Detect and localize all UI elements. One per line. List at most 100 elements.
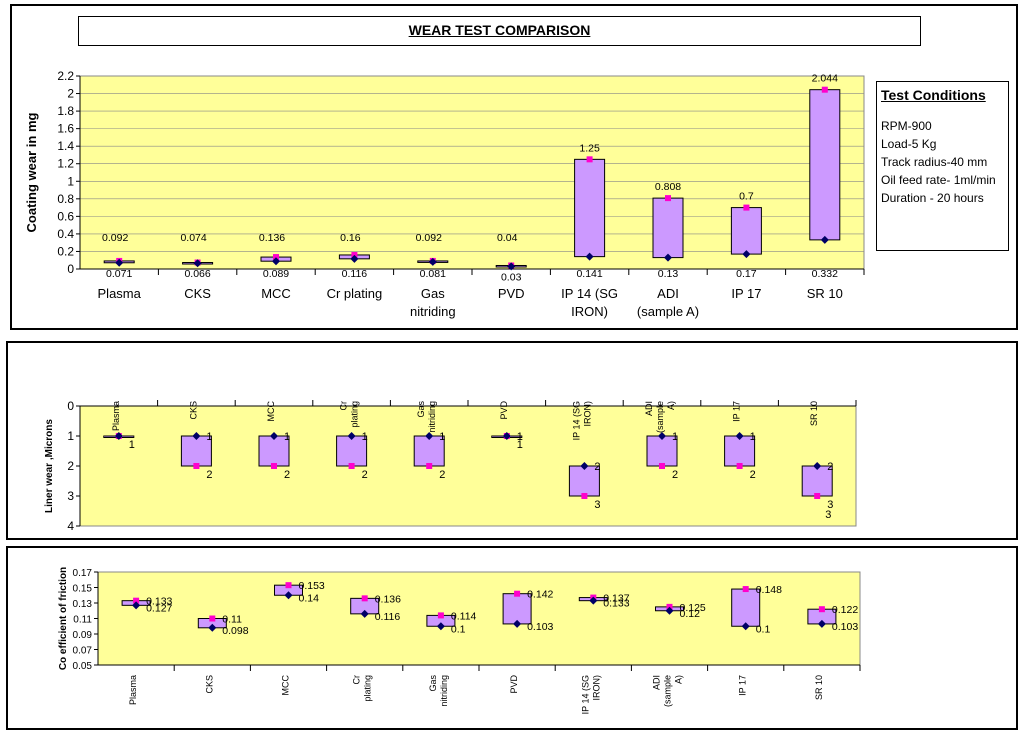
high-value-label: 0.16: [340, 232, 361, 244]
high-value-label: 0.122: [832, 604, 858, 616]
x-tick-label: Gasnitriding: [428, 675, 449, 707]
high-marker: [273, 254, 279, 261]
low-marker: [502, 432, 511, 440]
high-marker: [133, 597, 140, 604]
coating-wear-panel: WEAR TEST COMPARISON Test Conditions RPM…: [10, 4, 1018, 330]
y-tick-label: 1: [67, 429, 74, 443]
low-value-label: 0.103: [832, 621, 858, 633]
low-value-label: 1: [206, 431, 212, 443]
low-marker: [585, 252, 594, 261]
low-value-label: 0.081: [420, 268, 446, 280]
x-tick-label: PVD: [498, 286, 525, 301]
low-marker: [742, 250, 751, 259]
condition-oil-feed: Oil feed rate- 1ml/min: [881, 173, 996, 187]
low-value-label: 0.1: [756, 623, 771, 635]
high-marker: [665, 195, 671, 202]
low-value-label: 0.066: [184, 268, 210, 280]
test-conditions-title: Test Conditions: [881, 87, 986, 103]
y-axis-label: Co efficient of friction: [58, 567, 69, 670]
high-marker: [437, 612, 444, 619]
low-marker: [270, 432, 278, 440]
low-value-label: 0.071: [106, 268, 132, 280]
x-tick-label: Plasma: [111, 401, 121, 431]
high-value-label: 2: [439, 469, 445, 481]
low-value-label: 0.1: [451, 623, 466, 635]
y-tick-label: 1.2: [57, 157, 74, 171]
y-tick-label: 0.4: [57, 227, 74, 241]
high-marker: [361, 595, 368, 602]
low-marker: [347, 432, 356, 440]
low-marker: [208, 623, 217, 632]
high-value-label: 0.074: [180, 232, 206, 244]
low-marker: [658, 432, 666, 440]
low-value-label: 0.103: [527, 621, 553, 633]
high-value-label: 0.11: [222, 614, 242, 626]
high-value-label: 0.092: [102, 232, 128, 244]
high-value-label: 0.153: [299, 580, 325, 592]
low-marker: [284, 591, 293, 600]
low-marker: [114, 432, 123, 440]
high-value-label: 0.092: [416, 232, 442, 244]
range-box: [413, 435, 445, 467]
high-value-label: 2: [672, 469, 678, 481]
high-value-label: 0.125: [680, 602, 706, 614]
low-marker: [436, 622, 445, 631]
x-tick-label: CKS: [204, 675, 214, 694]
low-value-label: 0.116: [375, 611, 401, 623]
high-marker: [271, 463, 277, 469]
low-value-label: 2: [594, 461, 600, 473]
x-tick-label: Plasma: [98, 286, 142, 301]
low-marker: [820, 235, 829, 244]
y-tick-label: 1.6: [57, 122, 74, 136]
high-marker: [743, 204, 750, 211]
friction-panel: 0.17 0.15 0.13 0.11 0.09 0.07 0.05 Co efficient…: [6, 546, 1018, 730]
condition-duration: Duration - 20 hours: [881, 191, 984, 205]
y-tick-label: 2.2: [57, 69, 74, 83]
x-tick-label: (sample A): [637, 304, 699, 319]
y-tick-label: 0.13: [73, 599, 93, 610]
range-box: [652, 197, 684, 259]
x-tick-label: ADI: [657, 286, 679, 301]
extra-value-label: 3: [825, 509, 831, 521]
condition-load: Load-5 Kg: [881, 137, 937, 151]
high-value-label: 0.7: [739, 191, 754, 203]
x-tick-label: IP 14 (SGIRON): [571, 401, 592, 440]
high-marker: [814, 493, 821, 499]
low-value-label: 1: [750, 431, 756, 443]
condition-rpm: RPM-900: [881, 119, 932, 133]
low-marker: [665, 606, 674, 615]
low-marker: [513, 619, 522, 628]
low-value-label: 0.332: [812, 268, 838, 280]
y-tick-label: 2: [67, 459, 74, 473]
low-value-label: 0.089: [263, 268, 289, 280]
high-value-label: 0.136: [375, 593, 401, 605]
range-box: [502, 593, 532, 625]
low-marker: [425, 432, 434, 440]
low-value-label: 0.141: [576, 268, 602, 280]
low-value-label: 0.17: [736, 268, 757, 280]
high-value-label: 0.136: [259, 232, 285, 244]
range-box: [730, 207, 762, 255]
low-value-label: 0.133: [603, 598, 629, 610]
y-tick-label: 2: [67, 87, 74, 101]
coating-wear-chart: 0 0.2 0.4 0.6 0.8 1 1.2 1.4 1.6 1.8 2 2.2 Coating we…: [24, 69, 865, 319]
x-tick-label: MCC: [281, 675, 291, 696]
range-box: [646, 435, 678, 467]
high-value-label: 2: [362, 469, 368, 481]
high-marker: [581, 493, 588, 499]
low-value-label: 0.116: [342, 268, 368, 280]
y-tick-label: 0.15: [73, 584, 93, 595]
high-marker: [736, 463, 743, 469]
x-tick-label: IP 14 (SG: [561, 286, 618, 301]
high-value-label: 2: [206, 469, 212, 481]
x-tick-label: ADI(sampleA): [644, 401, 676, 433]
high-marker: [586, 156, 593, 163]
y-tick-label: 4: [67, 519, 74, 533]
high-marker: [818, 606, 825, 613]
x-tick-label: IRON): [571, 304, 608, 319]
low-marker: [589, 596, 598, 605]
low-value-label: 0.14: [299, 592, 320, 604]
low-value-label: 0.12: [680, 608, 701, 620]
y-tick-label: 0.2: [57, 244, 74, 258]
high-marker: [659, 463, 665, 469]
